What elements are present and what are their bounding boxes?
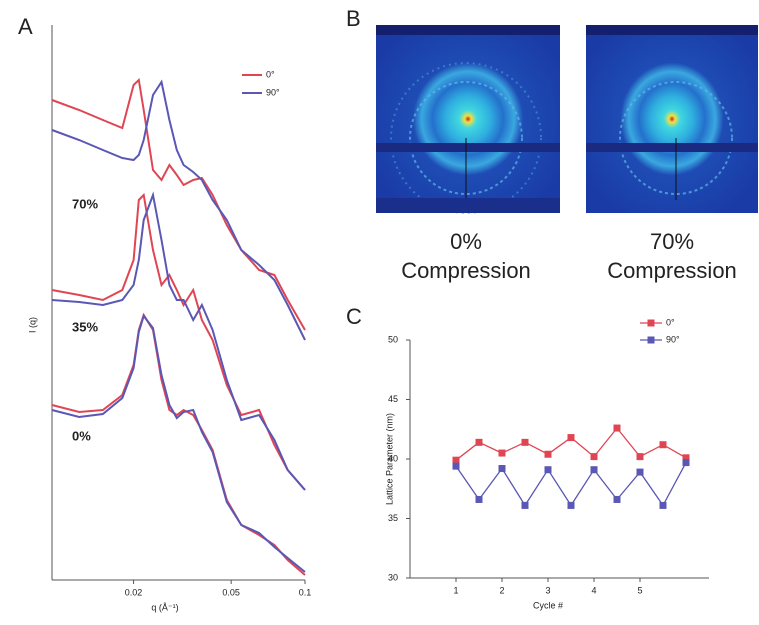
point [613,495,621,503]
legend-label: 0° [666,317,675,327]
point [544,450,552,458]
point [659,501,667,509]
curve [51,312,306,576]
legend-label: 90° [666,334,680,344]
y-tick-label: 35 [388,513,398,523]
x-tick-label: 0.05 [222,587,240,597]
y-tick-label: 30 [388,572,398,582]
panel-label: B [346,6,361,31]
legend-marker [647,319,655,327]
point [544,466,552,474]
point [636,468,644,476]
image-caption: 0% [450,229,482,254]
y-tick-label: 45 [388,394,398,404]
series-line [455,462,687,507]
diffraction-image [376,25,560,214]
point [567,501,575,509]
image-caption: 70% [650,229,694,254]
point [498,465,506,473]
image-caption: Compression [607,258,737,283]
point [636,453,644,461]
x-tick-label: 1 [453,585,458,595]
point [567,434,575,442]
image-caption: Compression [401,258,531,283]
curve [51,192,306,491]
y-axis-label: Lattice Parameter (nm) [384,413,394,505]
point [452,462,460,470]
legend-label: 0° [266,69,275,79]
x-axis-label: q (Å⁻¹) [151,602,178,612]
point [452,456,460,464]
x-tick-label: 3 [545,585,550,595]
point [521,438,529,446]
curve [51,79,306,341]
curve [51,191,306,491]
point [498,449,506,457]
point [590,453,598,461]
x-axis-label: Cycle # [533,600,563,610]
x-tick-label: 0.02 [125,587,143,597]
x-tick-label: 2 [499,585,504,595]
sample-label: 70% [72,196,98,211]
y-axis-label: I (q) [27,317,37,333]
diffraction-image [586,25,758,213]
point [682,459,690,467]
legend-marker [647,336,655,344]
curve [51,313,306,573]
point [682,454,690,462]
y-tick-label: 40 [388,453,398,463]
panel-label: A [18,14,33,39]
x-tick-label: 4 [591,585,596,595]
sample-label: 0% [72,428,91,443]
sample-label: 35% [72,319,98,334]
series-line [455,427,687,461]
curve [51,77,306,331]
y-tick-label: 50 [388,334,398,344]
panel-label: C [346,304,362,329]
x-tick-label: 5 [637,585,642,595]
point [521,501,529,509]
legend-label: 90° [266,87,280,97]
point [659,441,667,449]
point [475,495,483,503]
point [475,438,483,446]
point [613,424,621,432]
x-tick-label: 0.1 [299,587,312,597]
point [590,466,598,474]
